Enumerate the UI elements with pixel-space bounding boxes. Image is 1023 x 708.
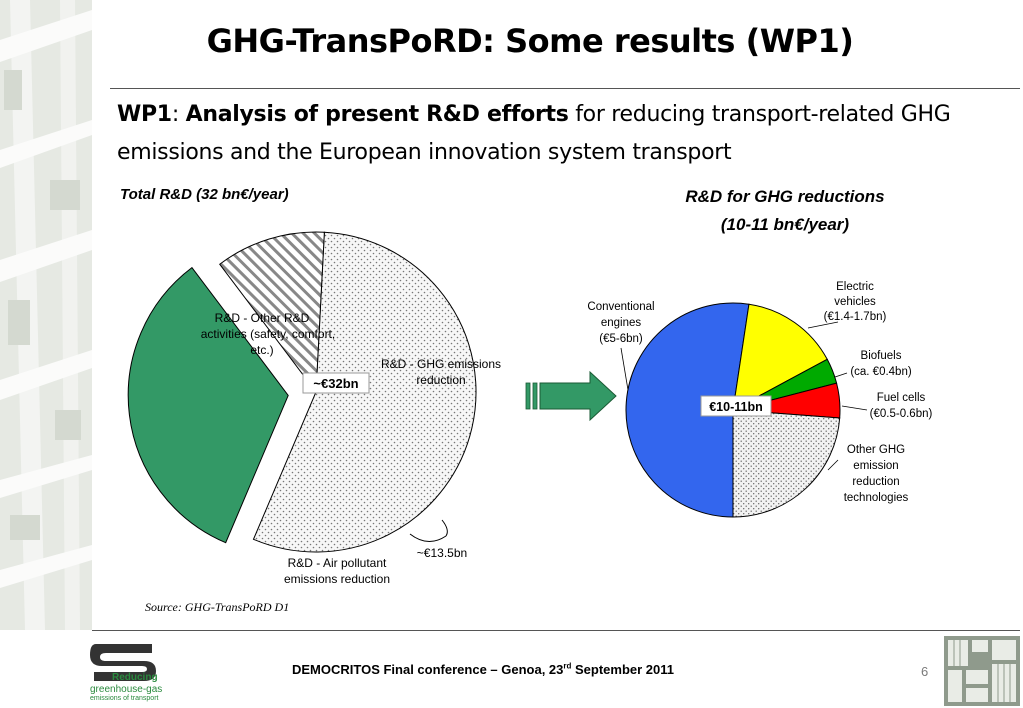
ghg-transpord-logo-icon [90,644,156,681]
chart2-slice-0 [625,302,750,518]
arrow-icon [525,370,617,422]
chart2-label-fuelcells-1: Fuel cells [877,392,926,404]
chart2-leader-conventional [620,347,629,391]
chart2-slice-1 [732,303,828,411]
chart2-slice-4 [732,409,841,518]
chart2-label-biofuels-2: (ca. €0.4bn) [850,366,912,378]
chart2-label-biofuels-1: Biofuels [861,350,902,362]
page-number: 6 [921,664,929,679]
chart1-slice-2 [219,231,325,394]
decorative-map-corner [944,636,1020,706]
chart1-slice-label-other-1: R&D - Other R&D [215,311,310,325]
subtitle-separator: : [171,102,186,127]
chart1-slice-label-air-1: R&D - Air pollutant [288,556,387,570]
footer-text: DEMOCRITOS Final conference – Genoa, 23r… [292,662,674,677]
chart2-label-other-2: emission [853,460,898,472]
subtitle-prefix: WP1 [117,102,172,127]
chart1-annotation: ~€13.5bn [417,546,467,560]
chart2-leader-other [827,459,839,471]
chart1-center-label: ~€32bn [313,376,358,391]
footer-divider [92,630,1020,631]
footer-after: September 2011 [571,662,675,678]
chart1-brace [409,519,448,542]
chart2-label-ev-1: Electric [836,281,874,293]
chart2-label-other-1: Other GHG [847,444,905,456]
chart2-label-other-3: reduction [852,476,899,488]
decorative-map-strip [0,0,92,630]
chart1-title: Total R&D (32 bn€/year) [120,186,289,203]
chart1-slice-label-other-3: etc.) [250,343,273,357]
subtitle-rest: for reducing transport-related GHG emiss… [117,102,951,165]
chart2-center-label: €10-11bn [709,400,763,414]
logo-line1: Reducing [112,672,158,683]
chart1-slice-label-other-2: activities (safety, comfort, [201,327,335,341]
pie-total-rd [127,231,477,553]
chart2-title: R&D for GHG reductions [685,187,884,206]
chart2-leader-fuelcells [841,405,868,411]
chart2-label-ev-2: vehicles [834,296,876,308]
chart1-slice-1 [127,266,289,544]
chart2-subtitle: (10-11 bn€/year) [721,215,850,234]
title-divider [110,88,1020,89]
chart1-slice-label-ghg-2: reduction [416,373,465,387]
chart2-leader-ev [807,321,839,329]
chart2-label-conventional-2: engines [601,317,642,329]
chart2-label-ev-3: (€1.4-1.7bn) [824,311,887,323]
chart2-leader-biofuels [834,372,848,378]
chart2-label-conventional-1: Conventional [587,301,654,313]
footer-sup: rd [563,662,572,671]
chart1-slice-label-air-2: emissions reduction [284,572,390,586]
chart2-label-conventional-3: (€5-6bn) [599,333,643,345]
slide-title: GHG-TransPoRD: Some results (WP1) [206,22,854,60]
chart1-center-label-box [302,372,370,394]
chart2-center-label-box [700,395,772,417]
source-note: Source: GHG-TransPoRD D1 [145,600,290,614]
logo-line2: greenhouse-gas [90,684,163,695]
logo-line3: emissions of transport [90,695,159,702]
chart1-slice-label-ghg-1: R&D - GHG emissions [381,357,501,371]
subtitle-bold: Analysis of present R&D efforts [185,102,569,127]
footer-main: DEMOCRITOS Final conference – Genoa, 23 [292,662,564,678]
slide-subtitle: WP1: Analysis of present R&D efforts for… [117,96,1007,172]
chart2-label-fuelcells-2: (€0.5-0.6bn) [870,408,933,420]
chart2-label-other-4: technologies [844,492,909,504]
